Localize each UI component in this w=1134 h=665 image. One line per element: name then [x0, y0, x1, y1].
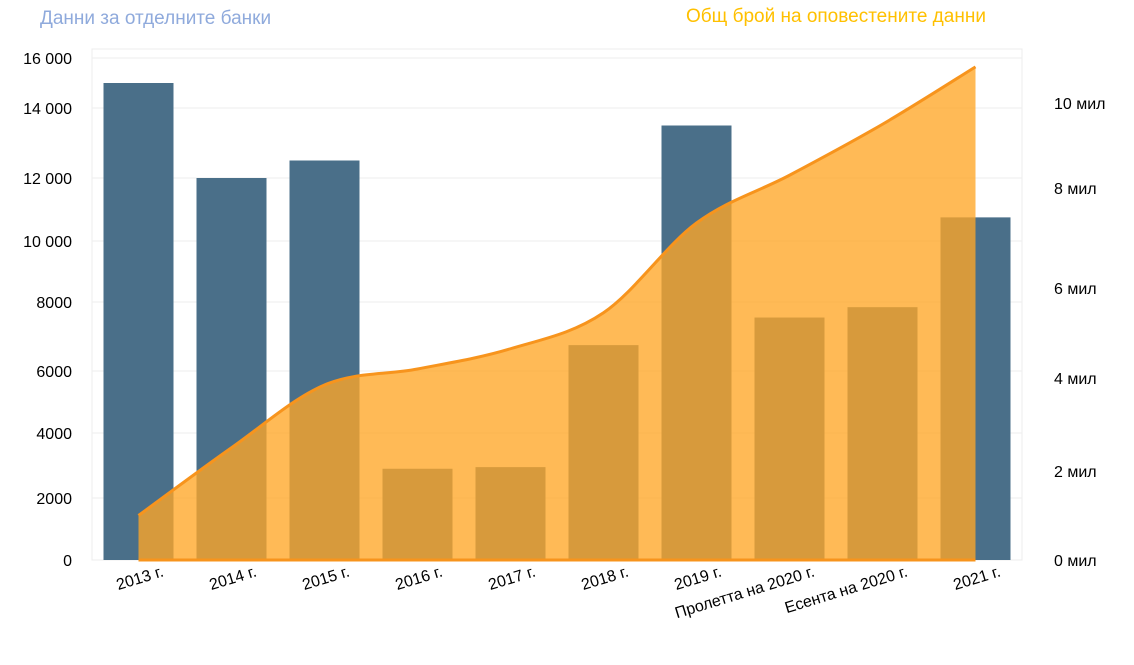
y-left-tick-label: 0 [63, 553, 72, 570]
y-left-tick-label: 16 000 [23, 51, 72, 68]
y-right-tick-label: 10 мил [1054, 96, 1106, 113]
y-right-tick-label: 6 мил [1054, 281, 1097, 298]
y-left-tick-label: 14 000 [23, 101, 72, 118]
area-line [137, 65, 977, 517]
x-tick-label: 2015 г. [300, 564, 351, 594]
y-right-tick-label: 8 мил [1054, 181, 1097, 198]
x-tick-label: 2016 г. [393, 564, 444, 594]
legend-bars-label: Данни за отделните банки [40, 8, 272, 29]
x-tick-label: 2014 г. [207, 564, 258, 594]
y-right-tick-label: 4 мил [1054, 371, 1097, 388]
x-tick-label: 2021 г. [951, 564, 1002, 594]
area-fill [138, 66, 976, 560]
y-right-tick-label: 2 мил [1054, 464, 1097, 481]
x-tick-label: 2018 г. [579, 564, 630, 594]
x-tick-label: 2013 г. [114, 564, 165, 594]
x-tick-label: 2019 г. [672, 564, 723, 594]
legend-area-label: Общ брой на оповестените данни [686, 6, 986, 27]
y-left-tick-label: 8000 [36, 295, 72, 312]
y-right-tick-label: 0 мил [1054, 553, 1097, 570]
y-left-tick-label: 10 000 [23, 234, 72, 251]
x-tick-label: 2017 г. [486, 564, 537, 594]
y-left-tick-label: 12 000 [23, 171, 72, 188]
bar-0 [103, 83, 174, 560]
y-left-tick-label: 2000 [36, 491, 72, 508]
y-left-tick-label: 6000 [36, 364, 72, 381]
y-left-tick-label: 4000 [36, 426, 72, 443]
